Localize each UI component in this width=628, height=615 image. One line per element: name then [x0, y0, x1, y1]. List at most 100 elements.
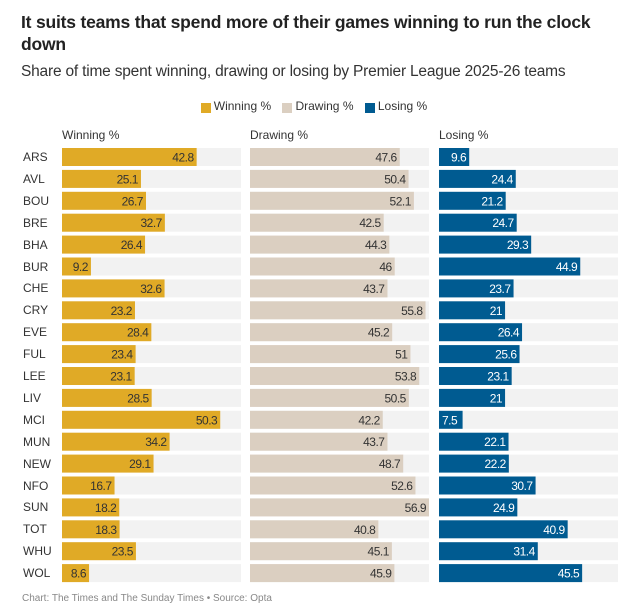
value-label-losing-tot: 40.9	[543, 523, 565, 537]
value-label-losing-bou: 21.2	[481, 194, 503, 208]
value-label-drawing-sun: 56.9	[405, 501, 427, 515]
value-label-losing-whu: 31.4	[513, 545, 535, 559]
chart-title: It suits teams that spend more of their …	[21, 12, 591, 54]
team-label-ful: FUL	[23, 347, 46, 362]
bar-track-losing-ars	[439, 148, 618, 166]
value-label-drawing-mci: 42.2	[358, 413, 380, 427]
bar-drawing-avl	[250, 169, 409, 188]
bar-winning-ars	[62, 148, 197, 166]
bar-drawing-bou	[250, 191, 414, 210]
value-label-winning-bre: 32.7	[141, 216, 163, 230]
value-label-drawing-whu: 45.1	[368, 545, 390, 559]
bar-losing-lee	[439, 367, 512, 385]
value-label-losing-eve: 26.4	[498, 326, 520, 340]
team-label-new: NEW	[23, 456, 51, 471]
bar-losing-cry	[439, 301, 506, 320]
legend: Winning % Drawing % Losing %	[0, 99, 628, 116]
value-label-drawing-cry: 55.8	[401, 304, 423, 318]
value-label-winning-sun: 18.2	[95, 501, 117, 515]
legend-item-losing: Losing %	[364, 99, 427, 113]
bar-winning-lee	[62, 367, 135, 385]
value-label-losing-nfo: 30.7	[511, 479, 533, 493]
value-label-losing-che: 23.7	[489, 282, 511, 296]
bar-drawing-eve	[250, 323, 393, 342]
value-label-drawing-bou: 52.1	[390, 194, 412, 208]
value-label-winning-mci: 50.3	[196, 413, 218, 427]
bar-drawing-tot	[250, 520, 379, 539]
bar-drawing-cry	[250, 301, 426, 320]
team-label-bre: BRE	[23, 215, 48, 230]
bar-losing-che	[439, 279, 514, 298]
value-label-winning-avl: 25.1	[117, 172, 139, 186]
value-label-losing-lee: 23.1	[487, 370, 509, 384]
legend-swatch-drawing	[282, 102, 293, 113]
team-label-whu: WHU	[23, 544, 52, 559]
bar-winning-bha	[62, 235, 146, 254]
team-label-cry: CRY	[23, 303, 49, 318]
bar-winning-bur	[62, 257, 91, 276]
bar-losing-whu	[439, 542, 538, 561]
value-label-losing-new: 22.2	[484, 457, 506, 471]
bar-winning-whu	[62, 542, 136, 561]
team-label-lee: LEE	[23, 369, 46, 383]
value-label-losing-bha: 29.3	[507, 238, 529, 252]
bar-losing-bur	[439, 257, 581, 276]
value-label-winning-ars: 42.8	[172, 151, 194, 165]
bar-drawing-liv	[250, 388, 409, 407]
value-label-drawing-bre: 42.5	[359, 216, 381, 230]
bar-drawing-new	[250, 454, 404, 473]
value-label-drawing-wol: 45.9	[370, 567, 392, 581]
panel-title-winning: Winning %	[62, 128, 120, 142]
value-label-losing-avl: 24.4	[491, 172, 513, 186]
bar-winning-bre	[62, 213, 165, 232]
team-label-ars: ARS	[23, 150, 48, 164]
value-label-winning-new: 29.1	[129, 457, 151, 471]
value-label-drawing-bur: 46	[379, 260, 392, 274]
bar-drawing-sun	[250, 498, 429, 517]
bar-drawing-wol	[250, 564, 395, 583]
value-label-drawing-ars: 47.6	[375, 151, 397, 165]
value-label-winning-che: 32.6	[140, 282, 162, 296]
value-label-drawing-avl: 50.4	[384, 172, 406, 186]
value-label-drawing-tot: 40.8	[354, 523, 376, 537]
value-label-losing-liv: 21	[490, 391, 503, 405]
value-label-winning-mun: 34.2	[145, 435, 167, 449]
value-label-winning-eve: 28.4	[127, 326, 149, 340]
team-label-eve: EVE	[23, 325, 48, 340]
value-label-winning-whu: 23.5	[112, 545, 134, 559]
value-label-losing-mun: 22.1	[484, 435, 506, 449]
bar-winning-eve	[62, 323, 152, 342]
bar-winning-ful	[62, 345, 136, 364]
legend-item-winning: Winning %	[200, 99, 272, 113]
value-label-losing-wol: 45.5	[558, 567, 580, 581]
team-label-liv: LIV	[23, 390, 42, 405]
bar-drawing-mun	[250, 432, 388, 451]
team-label-mci: MCI	[23, 412, 45, 427]
bar-losing-eve	[439, 323, 523, 342]
team-label-che: CHE	[23, 281, 49, 296]
value-label-winning-nfo: 16.7	[90, 479, 112, 493]
team-label-avl: AVL	[23, 171, 45, 186]
legend-label-winning: Winning %	[213, 99, 272, 113]
value-label-winning-ful: 23.4	[111, 348, 133, 362]
value-label-losing-mci: 7.5	[442, 413, 458, 427]
bar-losing-bha	[439, 235, 532, 254]
bar-drawing-ful	[250, 345, 411, 364]
panel-title-losing: Losing %	[439, 128, 489, 142]
bar-losing-ars	[439, 148, 470, 166]
bar-losing-mun	[439, 432, 509, 451]
value-label-drawing-nfo: 52.6	[391, 479, 413, 493]
bar-drawing-nfo	[250, 476, 416, 495]
bar-losing-sun	[439, 498, 518, 517]
bar-losing-bre	[439, 213, 517, 232]
bar-winning-wol	[62, 564, 90, 583]
bar-winning-mun	[62, 432, 170, 451]
bar-winning-bou	[62, 191, 146, 210]
value-label-winning-bha: 26.4	[121, 238, 143, 252]
bar-drawing-lee	[250, 367, 420, 385]
value-label-winning-cry: 23.2	[111, 304, 133, 318]
value-label-drawing-mun: 43.7	[363, 435, 385, 449]
value-label-winning-liv: 28.5	[127, 391, 149, 405]
team-label-tot: TOT	[23, 522, 47, 537]
